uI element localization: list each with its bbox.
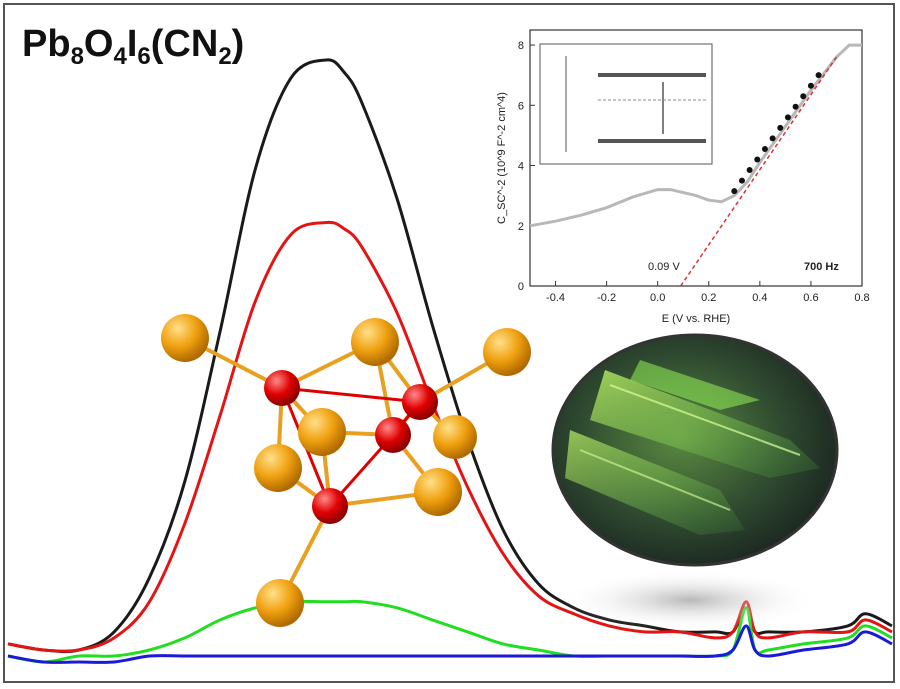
inset-x-axis-label: E (V vs. RHE) bbox=[662, 313, 730, 325]
oxygen-atom bbox=[264, 370, 300, 406]
inset-y-tick-label: 4 bbox=[518, 161, 524, 173]
inset-y-tick-label: 6 bbox=[518, 100, 524, 112]
lead-atom bbox=[414, 468, 462, 516]
inset-y-tick-label: 0 bbox=[518, 281, 524, 293]
formula-sub-4: 4 bbox=[113, 43, 127, 70]
formula-sub-2: 2 bbox=[218, 43, 231, 70]
crystal-photo bbox=[551, 333, 839, 630]
formula-i: I bbox=[127, 23, 138, 65]
formula-pb: Pb bbox=[22, 23, 71, 65]
spectrum-line-red bbox=[7, 220, 893, 653]
inset-y-tick-label: 8 bbox=[518, 40, 524, 52]
inset-x-tick-label: -0.4 bbox=[546, 292, 565, 304]
inset-data-point bbox=[807, 82, 814, 89]
inset-data-point bbox=[815, 72, 822, 79]
oxygen-atom bbox=[375, 417, 411, 453]
inset-measured-curve bbox=[529, 43, 862, 228]
compound-formula: Pb8O4I6(CN2) bbox=[22, 23, 244, 70]
bond bbox=[281, 386, 421, 404]
molecular-structure bbox=[161, 314, 531, 627]
inset-annotation-potential: 0.09 V bbox=[648, 261, 680, 273]
crystal-needle bbox=[590, 370, 820, 478]
inset-data-point bbox=[746, 167, 753, 174]
inset-x-tick-label: -0.2 bbox=[597, 292, 616, 304]
crystal-needle bbox=[630, 360, 760, 410]
oxygen-atom bbox=[402, 384, 438, 420]
inset-x-tick-label: 0.4 bbox=[752, 292, 767, 304]
inset-x-tick-label: 0.0 bbox=[650, 292, 665, 304]
crystal-needle bbox=[565, 430, 745, 535]
band-diagram-frame bbox=[539, 43, 713, 165]
inset-data-point bbox=[784, 114, 791, 121]
lead-atom bbox=[433, 415, 477, 459]
inset-y-axis-label: C_SC^-2 (10^9 F^-2 cm^4) bbox=[496, 92, 508, 224]
inset-data-point bbox=[769, 135, 776, 142]
inset-data-point bbox=[731, 188, 738, 195]
inset-annotation-frequency: 700 Hz bbox=[804, 261, 839, 273]
inset-data-point bbox=[738, 177, 745, 184]
crystal-edge bbox=[609, 384, 801, 456]
formula-cn: (CN bbox=[151, 23, 219, 65]
spectrum-line-blue bbox=[7, 624, 893, 664]
inset-data-point bbox=[792, 103, 799, 110]
crystal-photo-shadow bbox=[560, 570, 820, 630]
lead-atom bbox=[351, 318, 399, 366]
formula-sub-6: 6 bbox=[137, 43, 150, 70]
lead-atom bbox=[256, 579, 304, 627]
lead-atom bbox=[161, 314, 209, 362]
inset-axes: -0.4 -0.2 0.0 0.2 0.4 0.6 0.8 0 2 4 6 8 bbox=[518, 40, 870, 304]
formula-close-paren: ) bbox=[232, 23, 245, 65]
inset-data-point bbox=[761, 145, 768, 152]
crystal-edge bbox=[579, 449, 731, 511]
inset-data-point bbox=[800, 93, 807, 100]
formula-o: O bbox=[84, 23, 114, 65]
inset-plot: -0.4 -0.2 0.0 0.2 0.4 0.6 0.8 0 2 4 6 8 0.09 V 700 … bbox=[496, 29, 870, 325]
inset-data-point bbox=[777, 124, 784, 131]
inset-y-tick-label: 2 bbox=[518, 221, 524, 233]
lead-atom bbox=[298, 408, 346, 456]
inset-data-point bbox=[754, 156, 761, 163]
formula-sub-8: 8 bbox=[71, 43, 84, 70]
inset-data bbox=[529, 43, 862, 287]
lead-atom bbox=[254, 444, 302, 492]
inset-x-tick-label: 0.6 bbox=[803, 292, 818, 304]
inset-x-tick-label: 0.8 bbox=[854, 292, 869, 304]
inset-x-tick-label: 0.2 bbox=[701, 292, 716, 304]
lead-atom bbox=[483, 328, 531, 376]
band-diagram-inset bbox=[539, 43, 713, 165]
oxygen-atom bbox=[312, 488, 348, 524]
